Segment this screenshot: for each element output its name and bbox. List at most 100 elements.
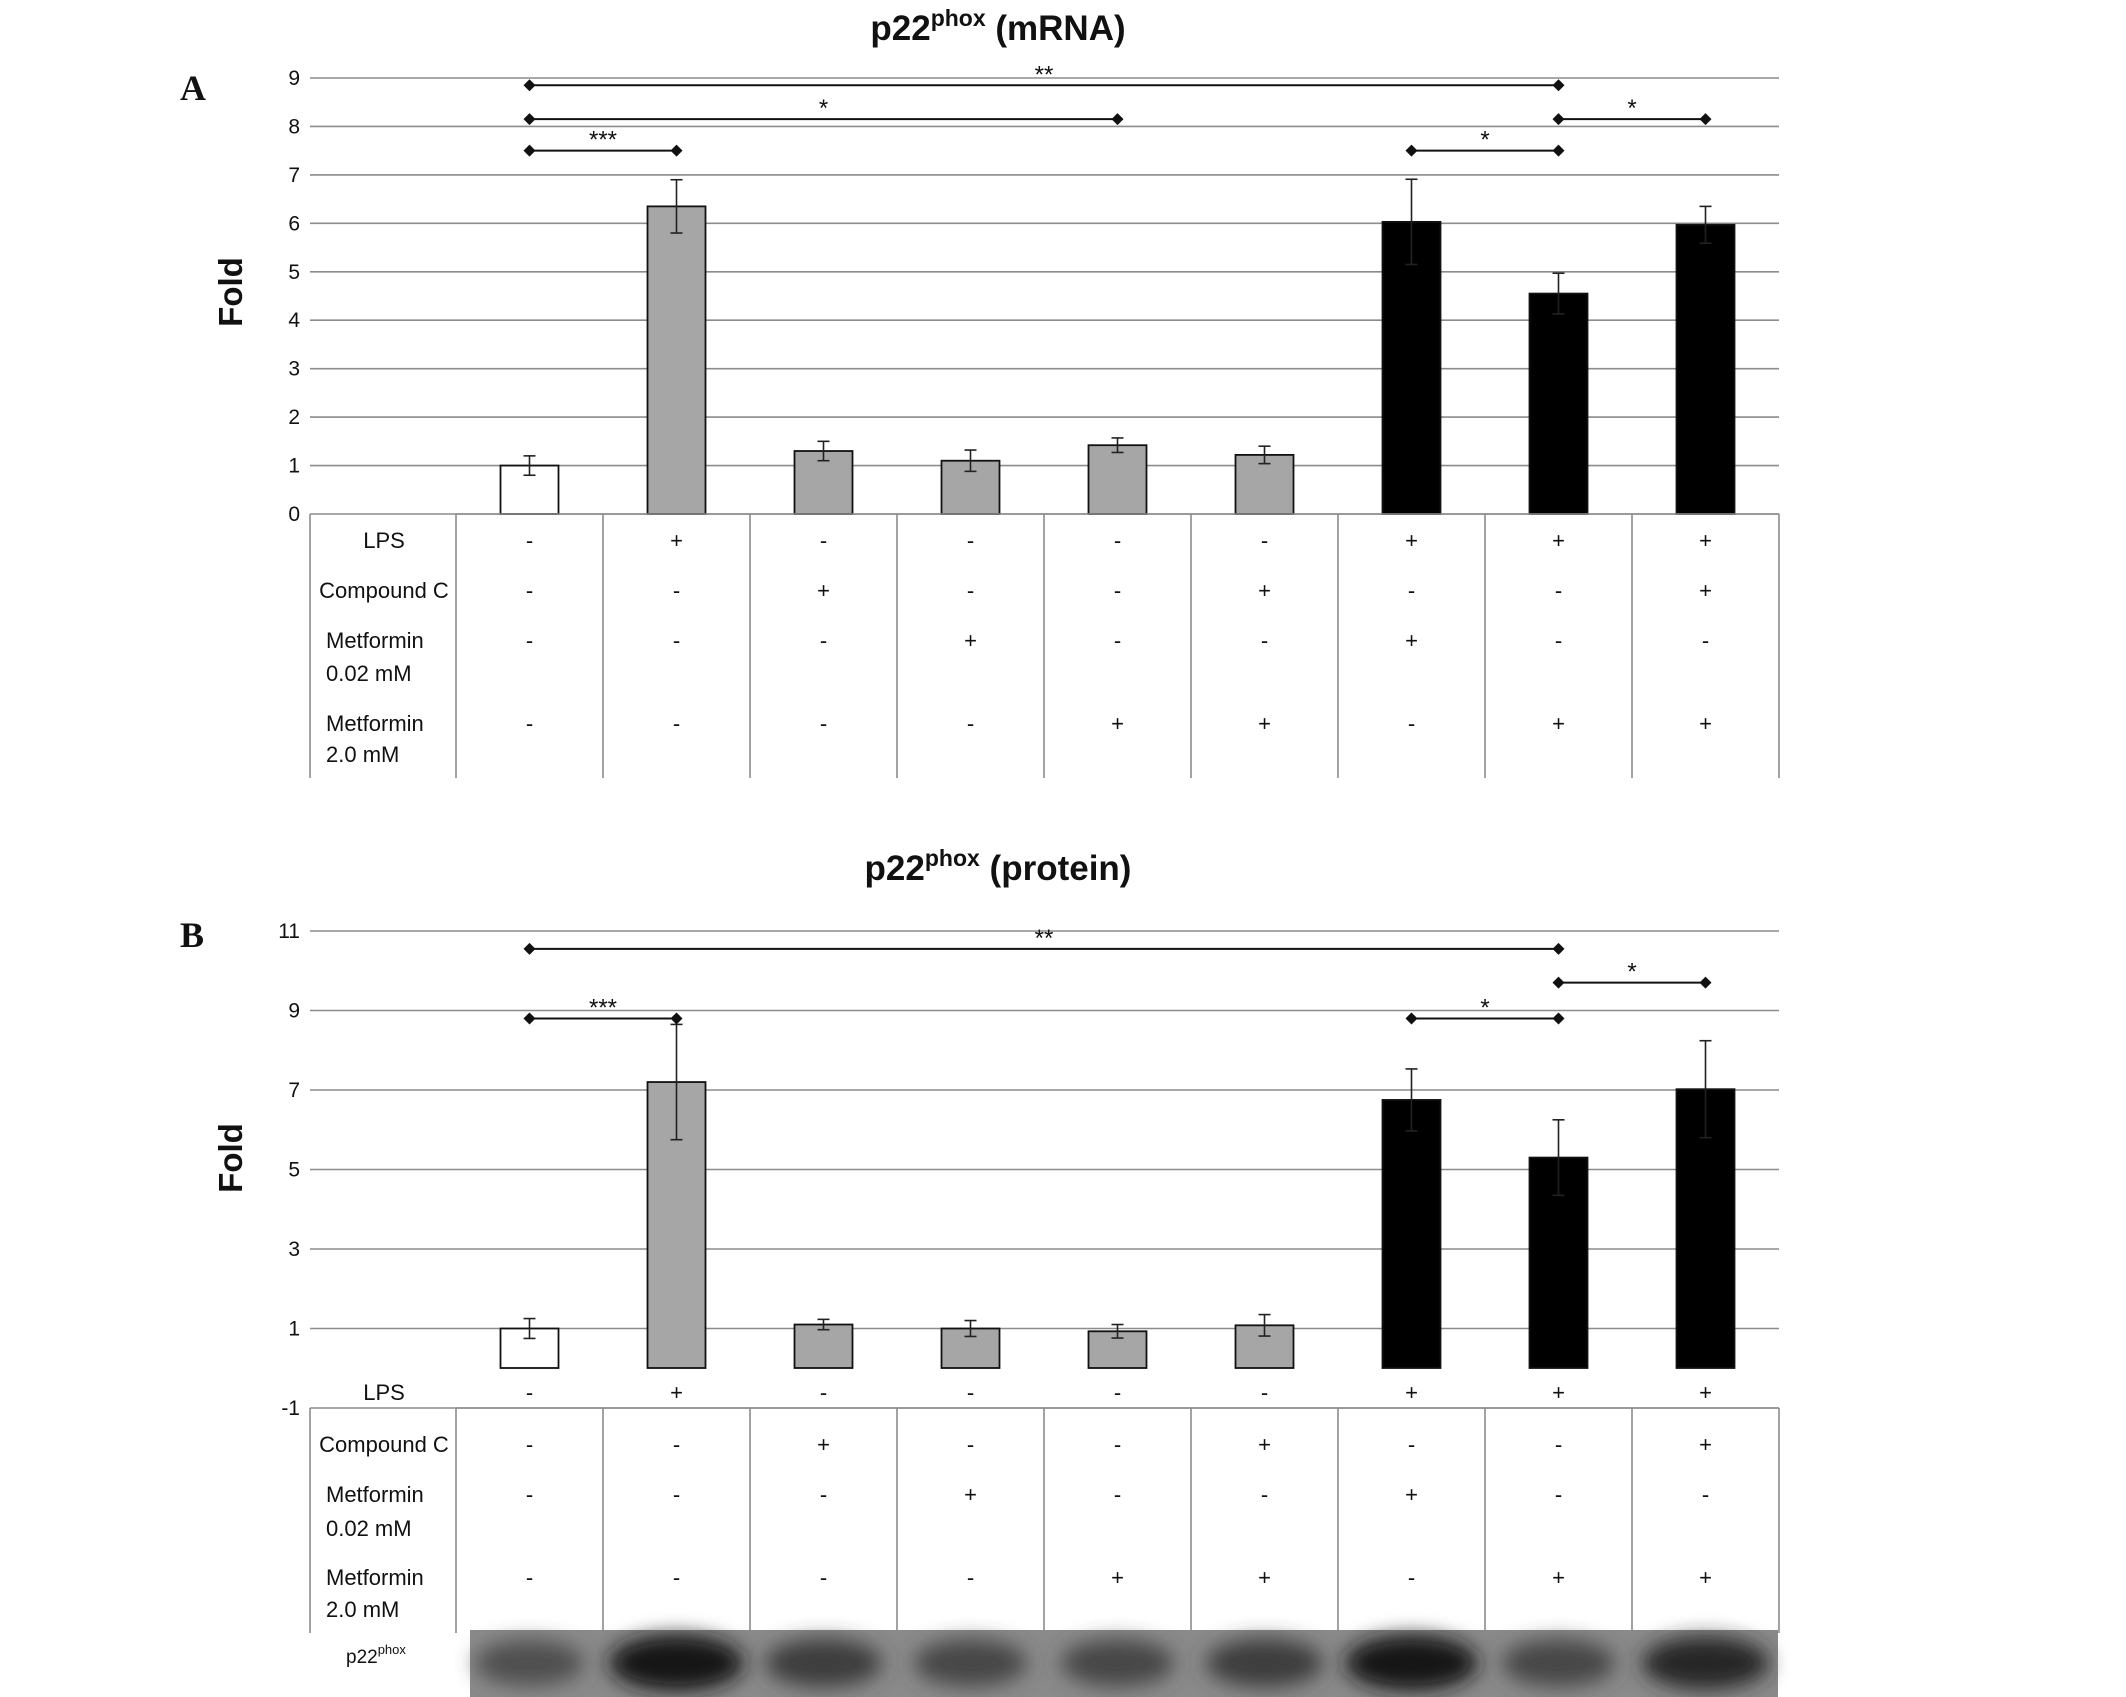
treatment-cell: + [1552,711,1565,736]
significance-marker [1552,942,1565,955]
treatment-cell: - [967,1380,974,1405]
treatment-row-label: Compound C [319,578,449,603]
treatment-row-label: 2.0 mM [326,742,399,767]
significance-marker [1405,144,1418,157]
panel-b-y-tick-labels: -1 1 3 5 7 9 11 [278,920,300,1420]
treatment-row-label: Compound C [319,1432,449,1457]
blot-label-main: p22 [346,1647,378,1668]
panel-b-title-sup: phox [925,845,980,871]
treatment-cell: - [967,711,974,736]
treatment-cell: - [673,711,680,736]
treatment-cell: + [1258,711,1271,736]
bar [1234,453,1295,515]
treatment-cell: - [1408,711,1415,736]
panel-b-y-axis-label: Fold [212,1123,249,1193]
treatment-cell: - [967,1565,974,1590]
treatment-cell: + [1111,1565,1124,1590]
treatment-cell: - [526,628,533,653]
panel-a-significance-brackets: ****** ** [523,61,1712,157]
bar [1675,223,1736,515]
treatment-cell: + [964,628,977,653]
blot-band [1206,1638,1323,1688]
bar [1087,444,1148,515]
y-tick-label: 1 [288,455,300,478]
treatment-cell: + [1405,1380,1418,1405]
treatment-cell: + [817,1432,830,1457]
treatment-cell: - [1702,1482,1709,1507]
significance-marker [523,79,536,92]
treatment-row-label: 2.0 mM [326,1597,399,1622]
treatment-cell: - [526,1380,533,1405]
treatment-cell: - [526,1432,533,1457]
panel-b-title: p22phox (protein) [865,845,1132,888]
treatment-cell: + [1699,711,1712,736]
treatment-cell: - [820,628,827,653]
significance-label: *** [589,127,617,154]
bar [1528,292,1589,515]
treatment-cell: + [817,578,830,603]
panel-a-y-axis-label: Fold [212,257,249,327]
treatment-cell: - [1555,1432,1562,1457]
treatment-cell: - [820,528,827,553]
treatment-cell: + [1552,528,1565,553]
y-tick-label: 7 [288,164,300,187]
treatment-cell: - [526,1565,533,1590]
treatment-cell: - [526,578,533,603]
bar [1381,220,1442,515]
blot-label-sup: phox [378,1642,407,1657]
blot-band [609,1635,744,1691]
treatment-cell: + [1699,1432,1712,1457]
blot-band [1502,1639,1615,1687]
treatment-cell: + [1699,1380,1712,1405]
y-tick-label: 5 [288,261,300,284]
significance-marker [523,144,536,157]
treatment-row-label: Metformin [326,1565,424,1590]
panel-a-error-bars [523,178,1712,477]
treatment-cell: - [820,711,827,736]
y-tick-label: 2 [288,406,300,429]
treatment-cell: + [670,1380,683,1405]
significance-marker [1552,144,1565,157]
treatment-cell: + [1405,528,1418,553]
treatment-cell: - [1114,528,1121,553]
treatment-cell: - [1114,1432,1121,1457]
panel-a-letter: A [180,68,206,108]
treatment-row-label: LPS [363,528,405,553]
y-tick-label: -1 [281,1397,300,1420]
treatment-cell: + [1405,628,1418,653]
blot-band [1642,1636,1769,1690]
treatment-cell: - [673,578,680,603]
treatment-cell: + [1699,528,1712,553]
treatment-cell: - [1261,1380,1268,1405]
y-tick-label: 3 [288,358,300,381]
western-blot: p22phox [346,1630,1778,1697]
treatment-cell: - [967,1432,974,1457]
blot-band [1061,1639,1174,1687]
panel-b-treatment-table: LPS - + - - - - + + + Compound C - - + - - + - - + Metformin… [309,1380,1780,1633]
treatment-cell: + [1552,1565,1565,1590]
treatment-row-label: LPS [363,1380,405,1405]
significance-label: *** [589,994,617,1021]
panel-a-bars [499,205,1736,515]
blot-label: p22phox [346,1642,406,1668]
panel-b-significance-brackets: ***** ** [523,925,1712,1025]
blot-band [765,1638,882,1688]
treatment-cell: - [1555,628,1562,653]
significance-label: * [1627,959,1636,986]
significance-marker [1699,976,1712,989]
treatment-cell: - [967,528,974,553]
significance-marker [1552,79,1565,92]
panel-a-title-sup: phox [931,5,986,31]
panel-a-y-tick-labels: 0 1 2 3 4 5 6 7 8 9 [288,67,300,526]
significance-label: * [819,95,828,122]
bar [940,1327,1001,1369]
significance-label: ** [1035,61,1054,88]
panel-b-letter: B [180,915,204,955]
significance-marker [670,1012,683,1025]
significance-label: * [1627,95,1636,122]
blot-band [1345,1635,1478,1691]
treatment-row-label: Metformin [326,711,424,736]
treatment-cell: - [1114,1482,1121,1507]
panel-a-title-rest: (mRNA) [986,9,1126,48]
